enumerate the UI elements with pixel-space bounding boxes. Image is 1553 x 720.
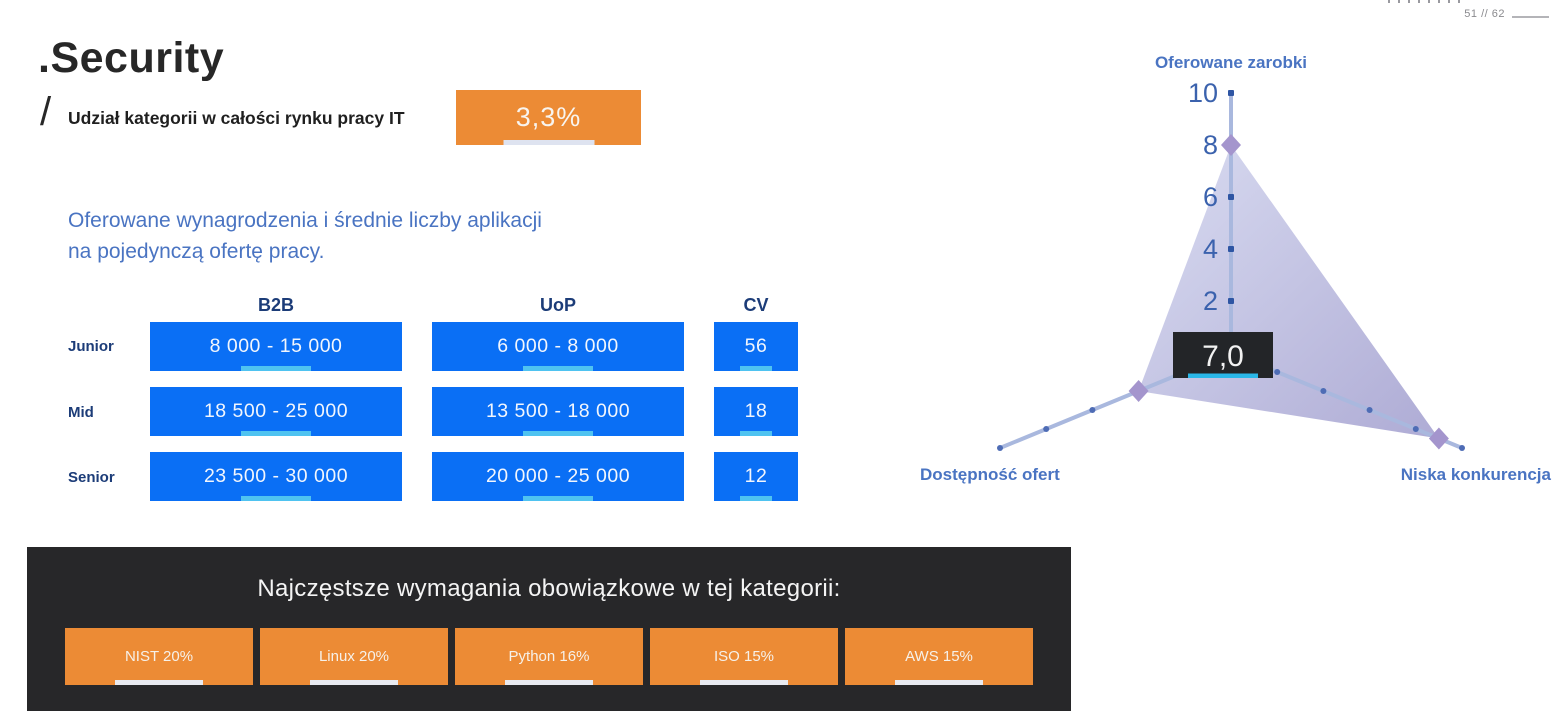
cell-underline (523, 496, 593, 501)
title-slash: / (40, 90, 52, 134)
cell-value: 18 (744, 400, 768, 422)
cv-cell-senior: 12 (714, 452, 798, 501)
row-label-junior: Junior (68, 338, 114, 355)
cv-cell-junior: 56 (714, 322, 798, 371)
requirement-badge-label: Linux 20% (318, 648, 390, 665)
share-badge-underline (503, 140, 594, 145)
svg-text:4: 4 (1203, 234, 1218, 264)
requirement-badge-label: Python 16% (508, 648, 590, 665)
salary-intro: Oferowane wynagrodzenia i średnie liczby… (68, 205, 542, 267)
radar-axis-label-top: Oferowane zarobki (1154, 53, 1308, 72)
cell-underline (740, 431, 772, 436)
salary-intro-line1: Oferowane wynagrodzenia i średnie liczby… (68, 209, 542, 232)
cell-underline (241, 431, 311, 436)
requirements-panel: Najczęstsze wymagania obowiązkowe w tej … (27, 547, 1071, 711)
requirement-badge-underline (310, 680, 398, 685)
requirements-badge-row: NIST 20% Linux 20% Python 16% ISO 15% AW… (27, 628, 1071, 685)
cell-value: 20 000 - 25 000 (485, 465, 631, 487)
requirement-badge: Python 16% (455, 628, 643, 685)
cell-value: 23 500 - 30 000 (203, 465, 349, 487)
cell-value: 56 (744, 335, 768, 357)
radar-average-box: 7,0 (1173, 332, 1273, 378)
svg-text:2: 2 (1203, 286, 1218, 316)
column-header-uop: UoP (540, 295, 576, 315)
column-header-b2b: B2B (257, 295, 294, 315)
salary-cell-junior-uop: 6 000 - 8 000 (432, 322, 684, 371)
requirement-badge: NIST 20% (65, 628, 253, 685)
cell-value: 13 500 - 18 000 (485, 400, 631, 422)
requirement-badge-label: ISO 15% (713, 648, 775, 665)
radar-axis-label-left: Dostępność ofert (920, 465, 1060, 484)
requirement-badge: Linux 20% (260, 628, 448, 685)
requirement-badge-label: AWS 15% (905, 648, 973, 665)
requirement-badge-underline (115, 680, 203, 685)
cell-underline (523, 431, 593, 436)
cell-underline (740, 366, 772, 371)
salary-cell-mid-uop: 13 500 - 18 000 (432, 387, 684, 436)
requirement-badge-underline (505, 680, 593, 685)
svg-text:6: 6 (1203, 182, 1218, 212)
svg-text:7,0: 7,0 (1202, 340, 1244, 373)
cell-underline (241, 366, 311, 371)
row-label-senior: Senior (68, 469, 115, 486)
salary-cell-junior-b2b: 8 000 - 15 000 (150, 322, 402, 371)
salary-intro-line2: na pojedynczą ofertę pracy. (68, 240, 325, 263)
requirement-badge: ISO 15% (650, 628, 838, 685)
requirement-badge-underline (895, 680, 983, 685)
svg-text:8: 8 (1203, 130, 1218, 160)
salary-cell-mid-b2b: 18 500 - 25 000 (150, 387, 402, 436)
requirement-badge-underline (700, 680, 788, 685)
row-label-mid: Mid (68, 404, 94, 421)
requirement-badge: AWS 15% (845, 628, 1033, 685)
cell-value: 8 000 - 15 000 (209, 335, 343, 357)
svg-text:10: 10 (1188, 78, 1218, 108)
cell-underline (740, 496, 772, 501)
share-badge: 3,3% (456, 90, 641, 145)
cell-value: 18 500 - 25 000 (203, 400, 349, 422)
cell-value: 12 (744, 465, 768, 487)
page-number-divider (1512, 16, 1549, 18)
salary-cell-senior-uop: 20 000 - 25 000 (432, 452, 684, 501)
salary-cell-senior-b2b: 23 500 - 30 000 (150, 452, 402, 501)
cell-underline (241, 496, 311, 501)
share-badge-value: 3,3% (515, 102, 582, 132)
cell-value: 6 000 - 8 000 (497, 335, 619, 357)
page-number: 51 // 62 (1464, 8, 1505, 20)
column-header-cv: CV (743, 295, 769, 315)
cv-cell-mid: 18 (714, 387, 798, 436)
requirement-badge-label: NIST 20% (124, 648, 194, 665)
cropped-text-fragment (1388, 0, 1462, 3)
cell-underline (523, 366, 593, 371)
requirements-heading: Najczęstsze wymagania obowiązkowe w tej … (257, 575, 841, 602)
page-title: .Security (38, 34, 225, 82)
radar-axis-label-right: Niska konkurencja (1400, 465, 1551, 484)
category-share-label: Udział kategorii w całości rynku pracy I… (68, 108, 405, 128)
